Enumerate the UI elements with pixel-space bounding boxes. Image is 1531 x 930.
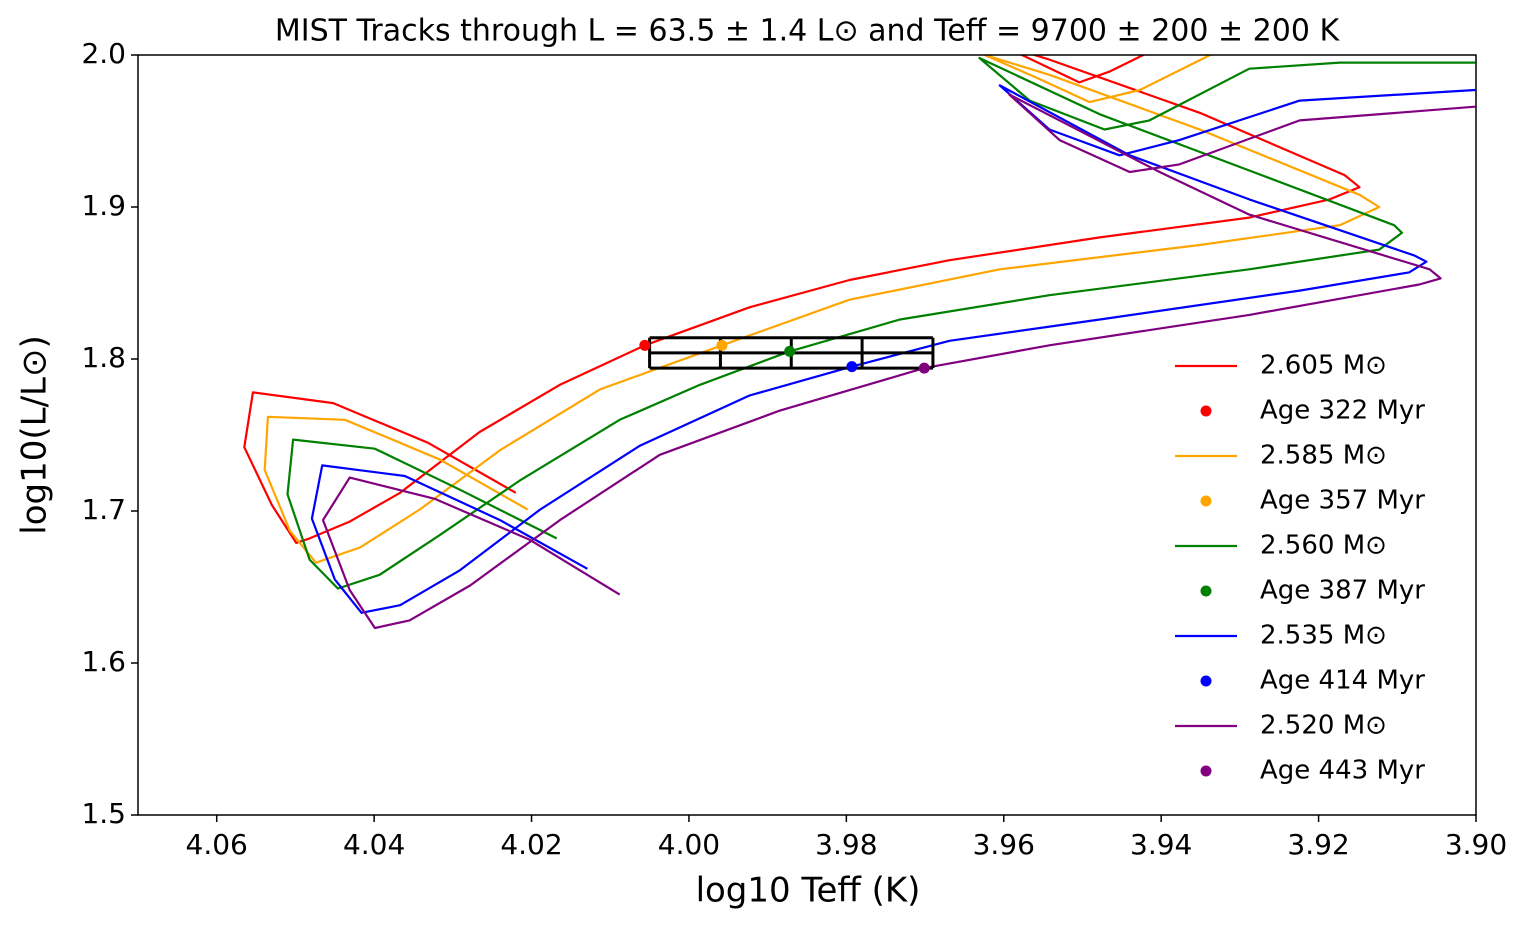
legend-label: 2.520 M⊙ bbox=[1260, 711, 1387, 741]
legend-label: Age 387 Myr bbox=[1260, 576, 1425, 606]
legend-label: 2.560 M⊙ bbox=[1260, 531, 1387, 561]
y-tick-label: 1.6 bbox=[81, 645, 126, 678]
age-point bbox=[639, 339, 651, 351]
x-tick-label: 4.06 bbox=[186, 828, 248, 861]
y-tick-label: 1.8 bbox=[81, 341, 126, 374]
y-tick-label: 1.9 bbox=[81, 189, 126, 222]
x-tick-label: 3.90 bbox=[1445, 828, 1507, 861]
legend-marker bbox=[1200, 585, 1212, 597]
legend-label: 2.605 M⊙ bbox=[1260, 351, 1387, 381]
track-line bbox=[321, 93, 1476, 630]
y-tick-label: 2.0 bbox=[81, 37, 126, 70]
x-tick-label: 3.98 bbox=[815, 828, 877, 861]
track-line bbox=[243, 55, 1361, 544]
x-tick-label: 3.92 bbox=[1287, 828, 1349, 861]
x-tick-label: 4.00 bbox=[658, 828, 720, 861]
x-tick-label: 4.02 bbox=[500, 828, 562, 861]
age-point bbox=[784, 345, 796, 357]
track-line bbox=[263, 55, 1381, 564]
legend-marker bbox=[1200, 675, 1212, 687]
age-point bbox=[846, 361, 858, 373]
legend-label: 2.535 M⊙ bbox=[1260, 621, 1387, 651]
age-point bbox=[716, 339, 728, 351]
legend-label: Age 443 Myr bbox=[1260, 756, 1425, 786]
legend-marker bbox=[1200, 765, 1212, 777]
legend-label: Age 357 Myr bbox=[1260, 486, 1425, 516]
axes-frame bbox=[137, 54, 1477, 816]
legend-marker bbox=[1200, 405, 1212, 417]
legend-label: 2.585 M⊙ bbox=[1260, 441, 1387, 471]
x-tick-label: 3.96 bbox=[973, 828, 1035, 861]
legend-label: Age 322 Myr bbox=[1260, 396, 1425, 426]
chart-title: MIST Tracks through L = 63.5 ± 1.4 L⊙ an… bbox=[275, 14, 1341, 49]
track-line bbox=[286, 56, 1476, 590]
y-axis-label: log10(L/L⊙) bbox=[15, 335, 55, 534]
x-axis-label: log10 Teff (K) bbox=[696, 871, 921, 911]
age-point bbox=[918, 362, 930, 374]
plot-area bbox=[243, 55, 1476, 630]
y-tick-label: 1.5 bbox=[81, 797, 126, 830]
y-tick-label: 1.7 bbox=[81, 493, 126, 526]
legend-label: Age 414 Myr bbox=[1260, 666, 1425, 696]
legend-marker bbox=[1200, 495, 1212, 507]
x-tick-label: 4.04 bbox=[343, 828, 405, 861]
x-tick-label: 3.94 bbox=[1130, 828, 1192, 861]
